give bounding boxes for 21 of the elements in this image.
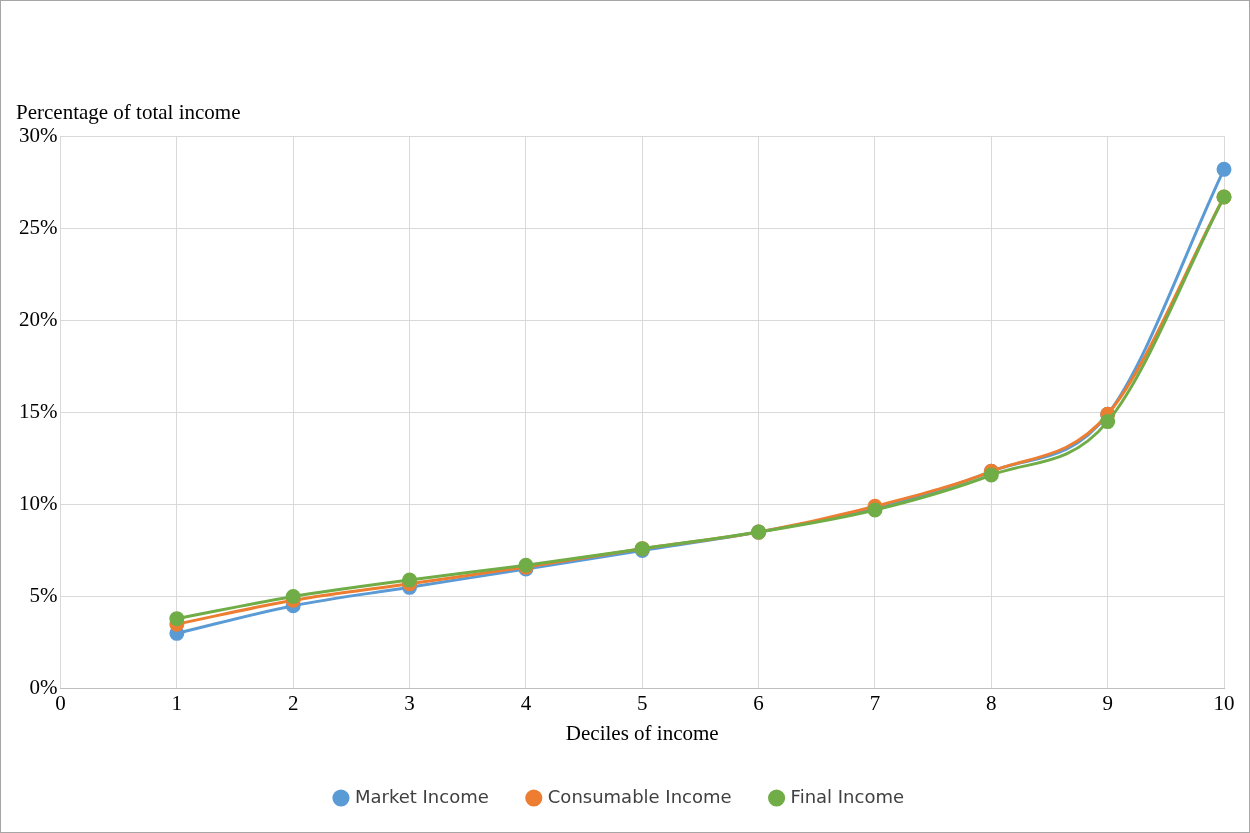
x-tick-label: 10	[1213, 690, 1235, 715]
x-tick-label: 4	[520, 690, 532, 715]
y-tick-label: 20%	[18, 306, 58, 331]
x-tick-label: 2	[287, 690, 299, 715]
x-tick-label: 7	[869, 690, 881, 715]
y-tick-label: 10%	[18, 490, 58, 515]
x-tick-label: 5	[637, 690, 648, 715]
x-tick-label: 6	[753, 690, 764, 715]
x-axis-title: Deciles of income	[565, 720, 719, 745]
y-tick-label: 5%	[29, 583, 58, 608]
legend-label: Final Income	[790, 785, 905, 807]
legend-label: Market Income	[354, 785, 489, 807]
y-tick-label: 15%	[18, 398, 58, 423]
x-tick-label: 1	[171, 690, 183, 715]
y-tick-label: 30%	[18, 122, 58, 147]
y-tick-label: 25%	[18, 214, 58, 239]
x-tick-label: 8	[986, 690, 997, 715]
y-axis-title: Percentage of total income	[16, 100, 241, 125]
x-tick-label: 3	[404, 690, 415, 715]
legend-label: Consumable Income	[547, 785, 732, 807]
x-tick-label: 9	[1102, 690, 1113, 715]
